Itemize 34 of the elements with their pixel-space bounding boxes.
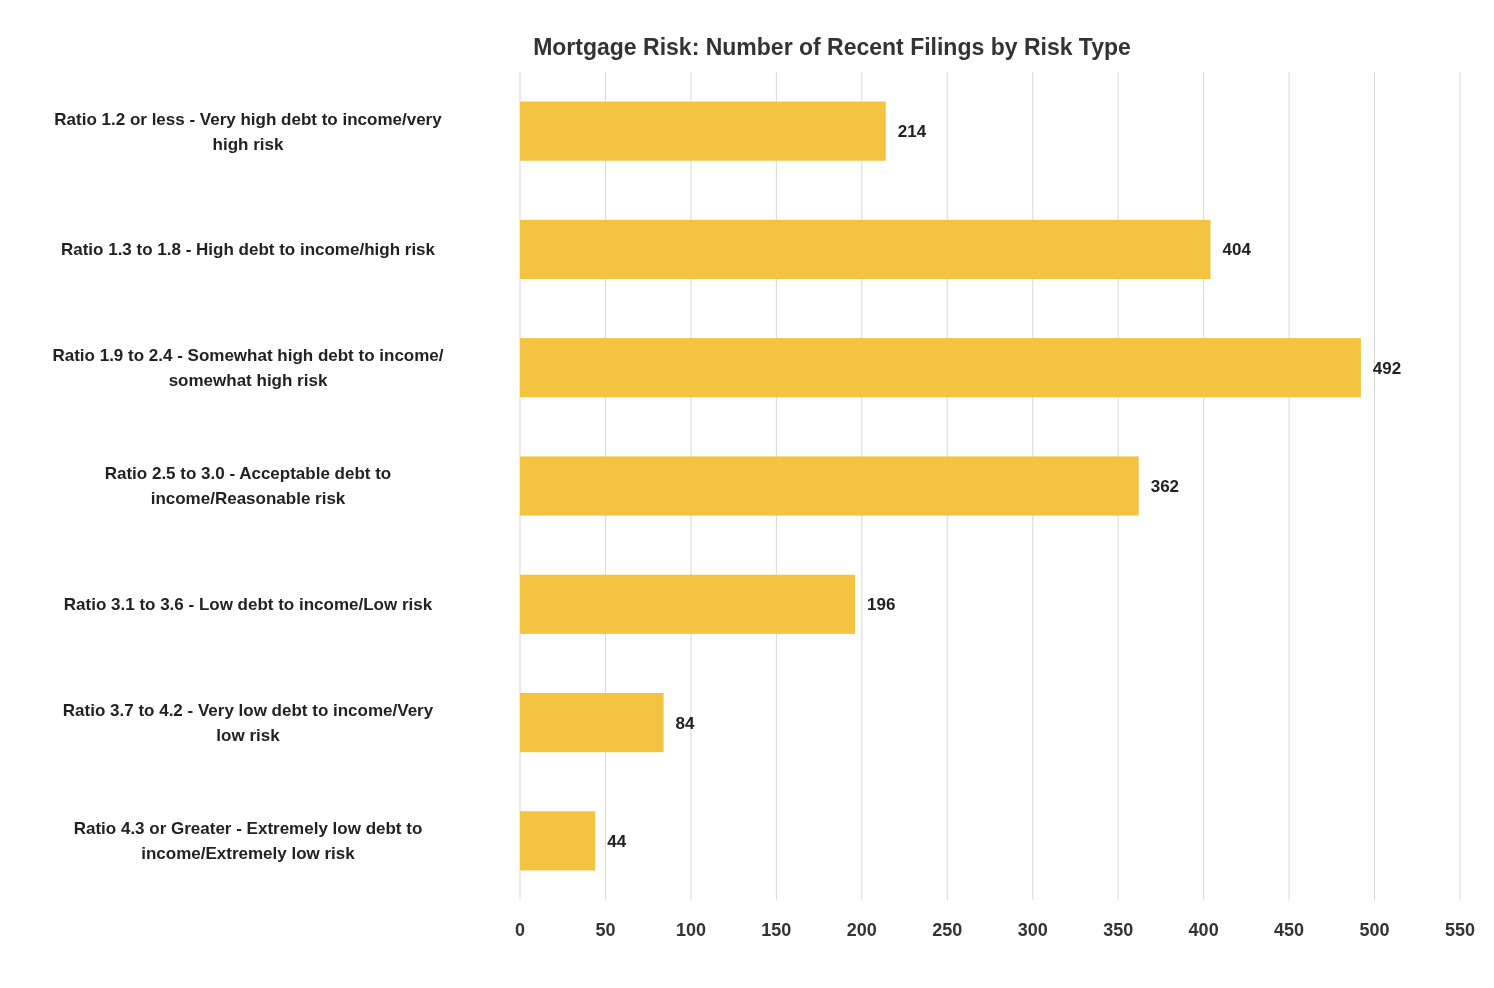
bar	[520, 219, 1211, 279]
x-tick-label: 100	[675, 920, 706, 940]
data-label: 44	[607, 831, 627, 851]
bar	[520, 338, 1361, 398]
y-tick-label: Ratio 4.3 or Greater - Extremely low debt to income/Extremely low risk	[73, 819, 423, 864]
bar	[520, 693, 664, 753]
data-label: 492	[1372, 358, 1402, 378]
x-tick-label: 300	[1017, 920, 1048, 940]
x-tick-label: 150	[761, 920, 792, 940]
data-label: 196	[866, 595, 896, 615]
bar	[520, 811, 596, 871]
y-tick-label: Ratio 1.2 or less - Very high debt to income/very high risk	[54, 109, 443, 154]
data-label: 362	[1150, 476, 1180, 496]
x-tick-label: 50	[595, 920, 616, 940]
x-tick-label: 200	[846, 920, 877, 940]
chart-title: Mortgage Risk: Number of Recent Filings by Risk Type	[533, 34, 1131, 60]
bar	[520, 101, 886, 161]
bar	[520, 574, 855, 634]
y-tick-label: Ratio 1.3 to 1.8 - High debt to income/high risk	[60, 240, 436, 260]
data-label: 404	[1222, 240, 1252, 260]
y-tick-label: Ratio 2.5 to 3.0 - Acceptable debt to income/Reasonable risk	[104, 464, 392, 509]
x-tick-label: 400	[1188, 920, 1219, 940]
x-tick-label: 550	[1444, 920, 1476, 940]
x-tick-label: 0	[514, 920, 526, 940]
y-tick-label: Ratio 1.9 to 2.4 - Somewhat high debt to income/ somewhat high risk	[52, 346, 444, 391]
x-tick-label: 250	[932, 920, 963, 940]
data-label: 84	[675, 713, 696, 733]
x-tick-label: 350	[1103, 920, 1134, 940]
x-tick-label: 450	[1274, 920, 1305, 940]
y-tick-label: Ratio 3.7 to 4.2 - Very low debt to income/Very low risk	[62, 701, 434, 746]
bar	[520, 456, 1139, 516]
x-tick-label: 500	[1359, 920, 1390, 940]
data-label: 214	[897, 122, 927, 142]
y-tick-label: Ratio 3.1 to 3.6 - Low debt to income/Low risk	[63, 595, 433, 615]
